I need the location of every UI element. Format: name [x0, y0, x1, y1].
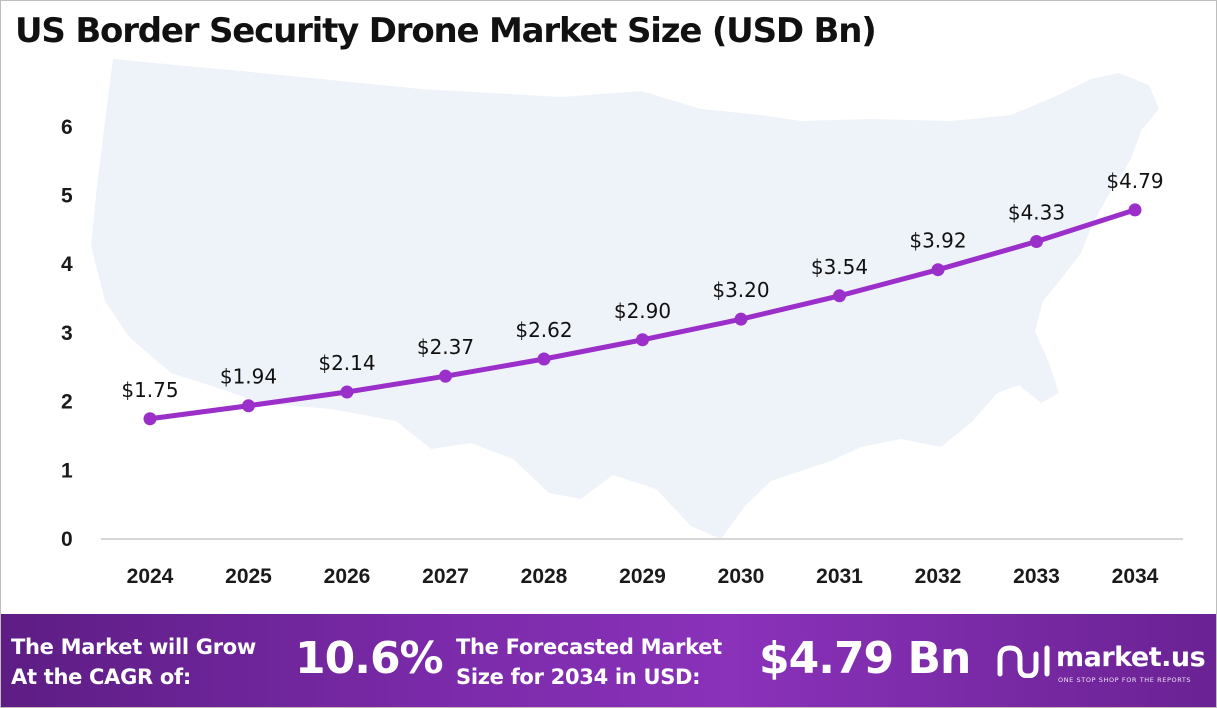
data-label: $1.75 [121, 378, 178, 402]
data-label: $2.14 [318, 351, 375, 375]
cagr-value: 10.6% [295, 633, 444, 684]
data-point [931, 263, 945, 277]
x-tick-label: 2032 [915, 565, 962, 588]
y-tick-label: 4 [61, 253, 73, 276]
y-tick-label: 6 [61, 116, 73, 139]
y-tick-label: 3 [61, 322, 73, 345]
brand-tagline: ONE STOP SHOP FOR THE REPORTS [1058, 676, 1192, 684]
x-tick-label: 2026 [324, 565, 371, 588]
y-tick-label: 0 [61, 528, 73, 551]
forecast-value: $4.79 Bn [759, 633, 971, 684]
x-tick-label: 2025 [225, 565, 272, 588]
data-point [242, 399, 255, 413]
data-point [439, 369, 452, 383]
us-map-background [91, 59, 1159, 539]
cagr-label: The Market will Grow At the CAGR of: [11, 632, 256, 692]
series-layer: $1.75 $1.94 $2.14 $2.37 $2.62 $2.90 $3.20 $3.54… [121, 169, 1164, 426]
cagr-label-line1: The Market will Grow [11, 635, 256, 659]
data-label: $2.37 [417, 335, 474, 359]
y-tick-label: 5 [61, 185, 73, 208]
x-tick-label: 2030 [718, 565, 765, 588]
x-tick-label: 2024 [127, 565, 174, 588]
data-point [537, 352, 551, 366]
x-tick-label: 2028 [521, 565, 568, 588]
data-label: $3.92 [909, 229, 966, 253]
x-tick-label: 2033 [1013, 565, 1060, 588]
data-label: $4.33 [1008, 201, 1065, 225]
data-label: $4.79 [1106, 169, 1163, 193]
data-point [1030, 235, 1043, 249]
data-label: $1.94 [220, 365, 277, 389]
data-point [636, 333, 649, 347]
data-point [143, 412, 157, 426]
y-axis: 0 1 2 3 4 5 6 [61, 116, 73, 551]
summary-footer: The Market will Grow At the CAGR of: 10.… [1, 614, 1216, 707]
x-axis: 2024 2025 2026 2027 2028 2029 2030 2031 2032 2033… [101, 538, 1183, 588]
brand-logo[interactable]: market.us ONE STOP SHOP FOR THE REPORTS [994, 640, 1214, 690]
forecast-label-line1: The Forecasted Market [456, 635, 722, 659]
data-point [1128, 203, 1142, 217]
x-tick-label: 2034 [1112, 565, 1159, 588]
data-point [340, 385, 354, 399]
x-tick-label: 2031 [816, 565, 863, 588]
brand-name: market.us [1056, 642, 1206, 673]
data-label: $3.20 [712, 278, 769, 302]
y-tick-label: 2 [61, 391, 73, 414]
cagr-label-line2: At the CAGR of: [11, 665, 191, 689]
data-label: $2.90 [614, 299, 671, 323]
data-label: $3.54 [811, 255, 868, 279]
x-tick-label: 2029 [619, 565, 666, 588]
data-label: $2.62 [515, 318, 572, 342]
data-point [734, 312, 748, 326]
y-tick-label: 1 [61, 459, 73, 482]
forecast-label: The Forecasted Market Size for 2034 in U… [456, 632, 722, 692]
forecast-label-line2: Size for 2034 in USD: [456, 665, 701, 689]
market-us-logo-icon [997, 645, 1050, 678]
x-tick-label: 2027 [422, 565, 469, 588]
data-point [833, 289, 846, 303]
chart-title: US Border Security Drone Market Size (US… [15, 11, 877, 51]
